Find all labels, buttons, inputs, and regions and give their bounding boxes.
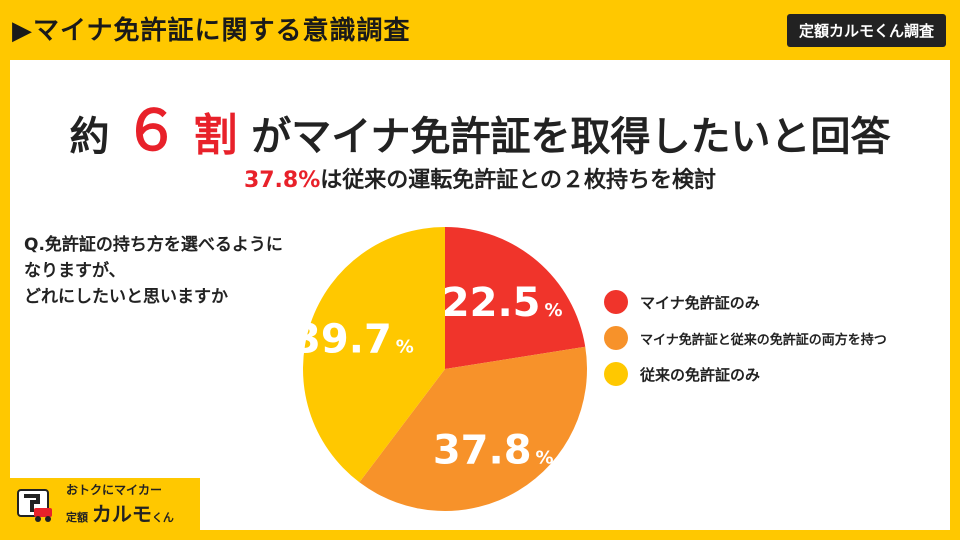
brand-logo: おトクにマイカー 定額 カルモくん	[10, 478, 200, 530]
pie-data-label: 22.5%	[442, 280, 563, 326]
legend-label: マイナ免許証のみ	[640, 293, 760, 312]
headline-prefix: 約	[69, 114, 110, 160]
logo-prefix: 定額	[66, 511, 88, 524]
pie-slice	[359, 346, 587, 511]
subheadline-rest: は従来の運転免許証との２枚持ちを検討	[320, 168, 717, 193]
headline-unit: 割	[193, 110, 238, 161]
pie-slice	[445, 227, 586, 369]
question-line-2: なりますが、	[24, 261, 126, 281]
logo-name: 定額 カルモくん	[66, 498, 174, 527]
legend-item-conventional-only: 従来の免許証のみ	[604, 356, 887, 392]
survey-question: Q.免許証の持ち方を選べるように なりますが、 どれにしたいと思いますか	[24, 232, 283, 310]
question-line-3: どれにしたいと思いますか	[24, 287, 228, 307]
legend-item-both: マイナ免許証と従来の免許証の両方を持つ	[604, 320, 887, 356]
car-logo-icon	[17, 489, 52, 522]
pie-data-label: 39.7%	[300, 316, 414, 362]
content-panel: 約 ６ 割 がマイナ免許証を取得したいと回答 37.8%は従来の運転免許証との２…	[10, 60, 950, 530]
pie-data-label: 37.8%	[433, 427, 554, 473]
headline-suffix: がマイナ免許証を取得したいと回答	[251, 114, 891, 160]
subheadline-highlight: 37.8%	[243, 168, 321, 193]
legend-swatch-yellow	[604, 362, 628, 386]
headline: 約 ６ 割 がマイナ免許証を取得したいと回答	[10, 86, 950, 167]
legend-item-mynumber-only: マイナ免許証のみ	[604, 284, 887, 320]
logo-text: おトクにマイカー 定額 カルモくん	[66, 481, 174, 527]
legend-label: 従来の免許証のみ	[640, 365, 761, 384]
pie-slice	[303, 227, 445, 483]
headline-number: ６	[123, 99, 180, 164]
legend-label: マイナ免許証と従来の免許証の両方を持つ	[640, 332, 887, 348]
logo-suffix: くん	[151, 511, 174, 524]
legend-swatch-red	[604, 290, 628, 314]
legend-swatch-orange	[604, 326, 628, 350]
logo-tagline: おトクにマイカー	[66, 483, 163, 497]
page-title: ▶マイナ免許証に関する意識調査	[12, 16, 411, 46]
subheadline: 37.8%は従来の運転免許証との２枚持ちを検討	[10, 162, 950, 194]
pie-chart: 22.5 % 37.8 % 39.7%	[300, 227, 587, 511]
logo-brand: カルモ	[91, 502, 152, 526]
survey-badge: 定額カルモくん調査	[786, 14, 946, 47]
chart-legend: マイナ免許証のみ マイナ免許証と従来の免許証の両方を持つ 従来の免許証のみ	[604, 284, 887, 392]
question-line-1: Q.免許証の持ち方を選べるように	[24, 235, 283, 255]
